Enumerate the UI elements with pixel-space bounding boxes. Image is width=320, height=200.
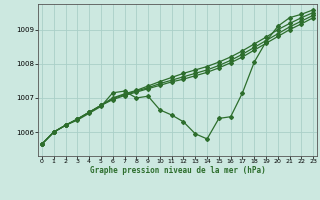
X-axis label: Graphe pression niveau de la mer (hPa): Graphe pression niveau de la mer (hPa) xyxy=(90,166,266,175)
